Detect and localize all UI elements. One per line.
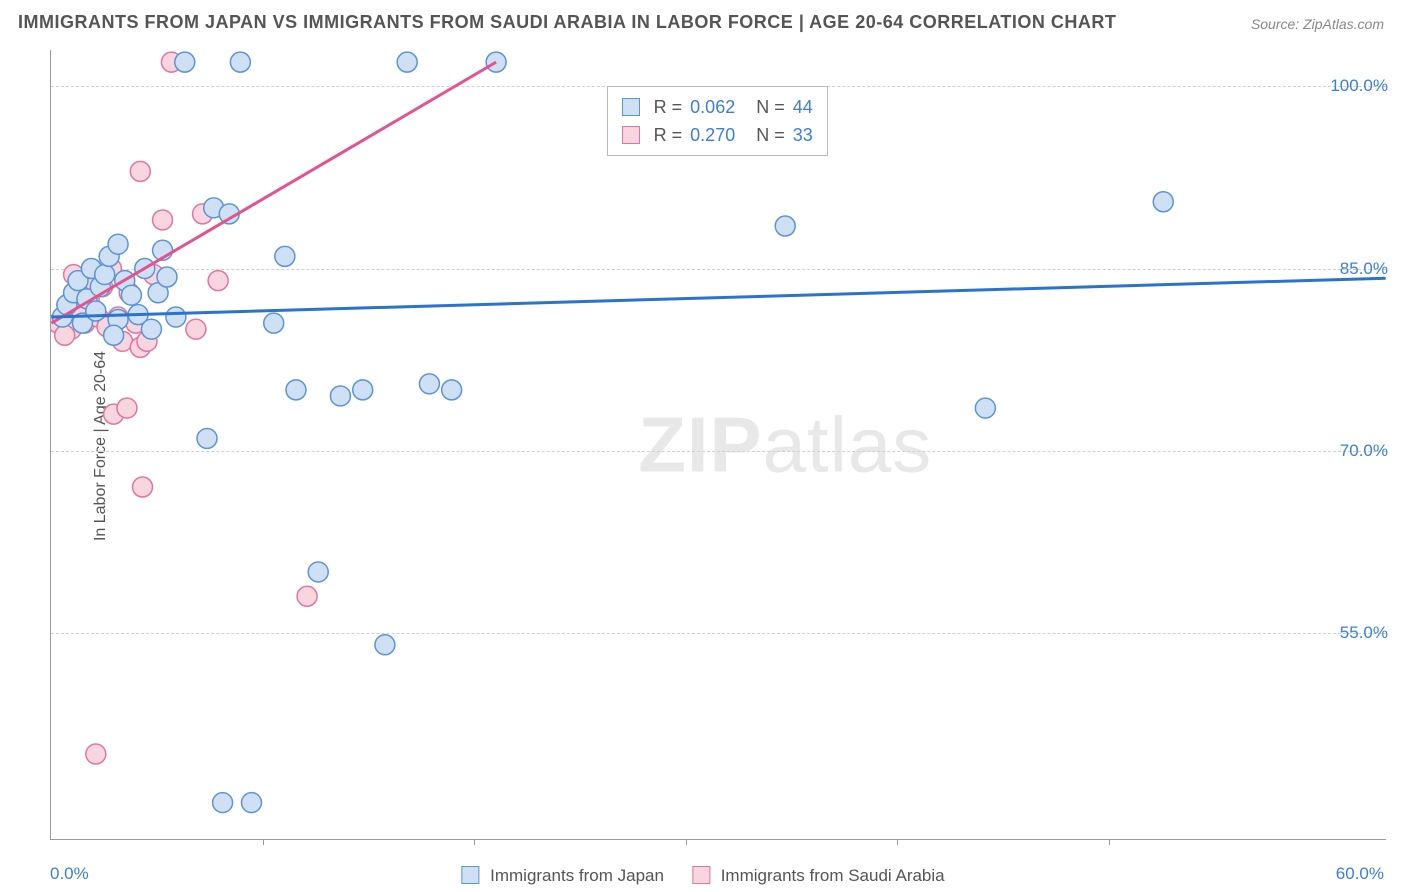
swatch-japan [461,866,479,884]
x-max-label: 60.0% [1336,864,1384,884]
swatch-saudi [692,866,710,884]
plot-area: ZIPatlas [50,50,1386,840]
legend: Immigrants from Japan Immigrants from Sa… [461,866,944,886]
legend-item-saudi: Immigrants from Saudi Arabia [692,866,945,886]
swatch-japan-small [622,98,640,116]
correlation-stat-box: R = 0.062 N = 44 R = 0.270 N = 33 [607,86,828,156]
source-label: Source: ZipAtlas.com [1251,16,1384,32]
legend-label-saudi: Immigrants from Saudi Arabia [721,866,945,885]
legend-label-japan: Immigrants from Japan [490,866,664,885]
chart-svg [51,50,1386,839]
x-min-label: 0.0% [50,864,89,884]
legend-item-japan: Immigrants from Japan [461,866,664,886]
swatch-saudi-small [622,126,640,144]
chart-title: IMMIGRANTS FROM JAPAN VS IMMIGRANTS FROM… [18,12,1116,33]
stat-row-saudi: R = 0.270 N = 33 [622,121,813,149]
stat-row-japan: R = 0.062 N = 44 [622,93,813,121]
